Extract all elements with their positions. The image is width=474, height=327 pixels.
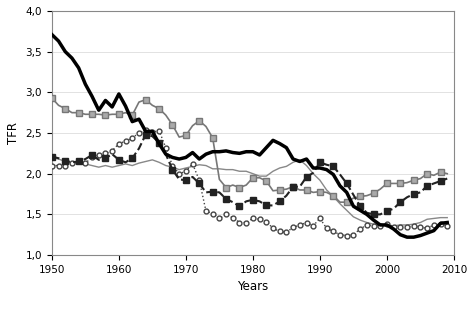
Y-axis label: TFR: TFR (7, 122, 20, 144)
X-axis label: Years: Years (237, 280, 268, 293)
